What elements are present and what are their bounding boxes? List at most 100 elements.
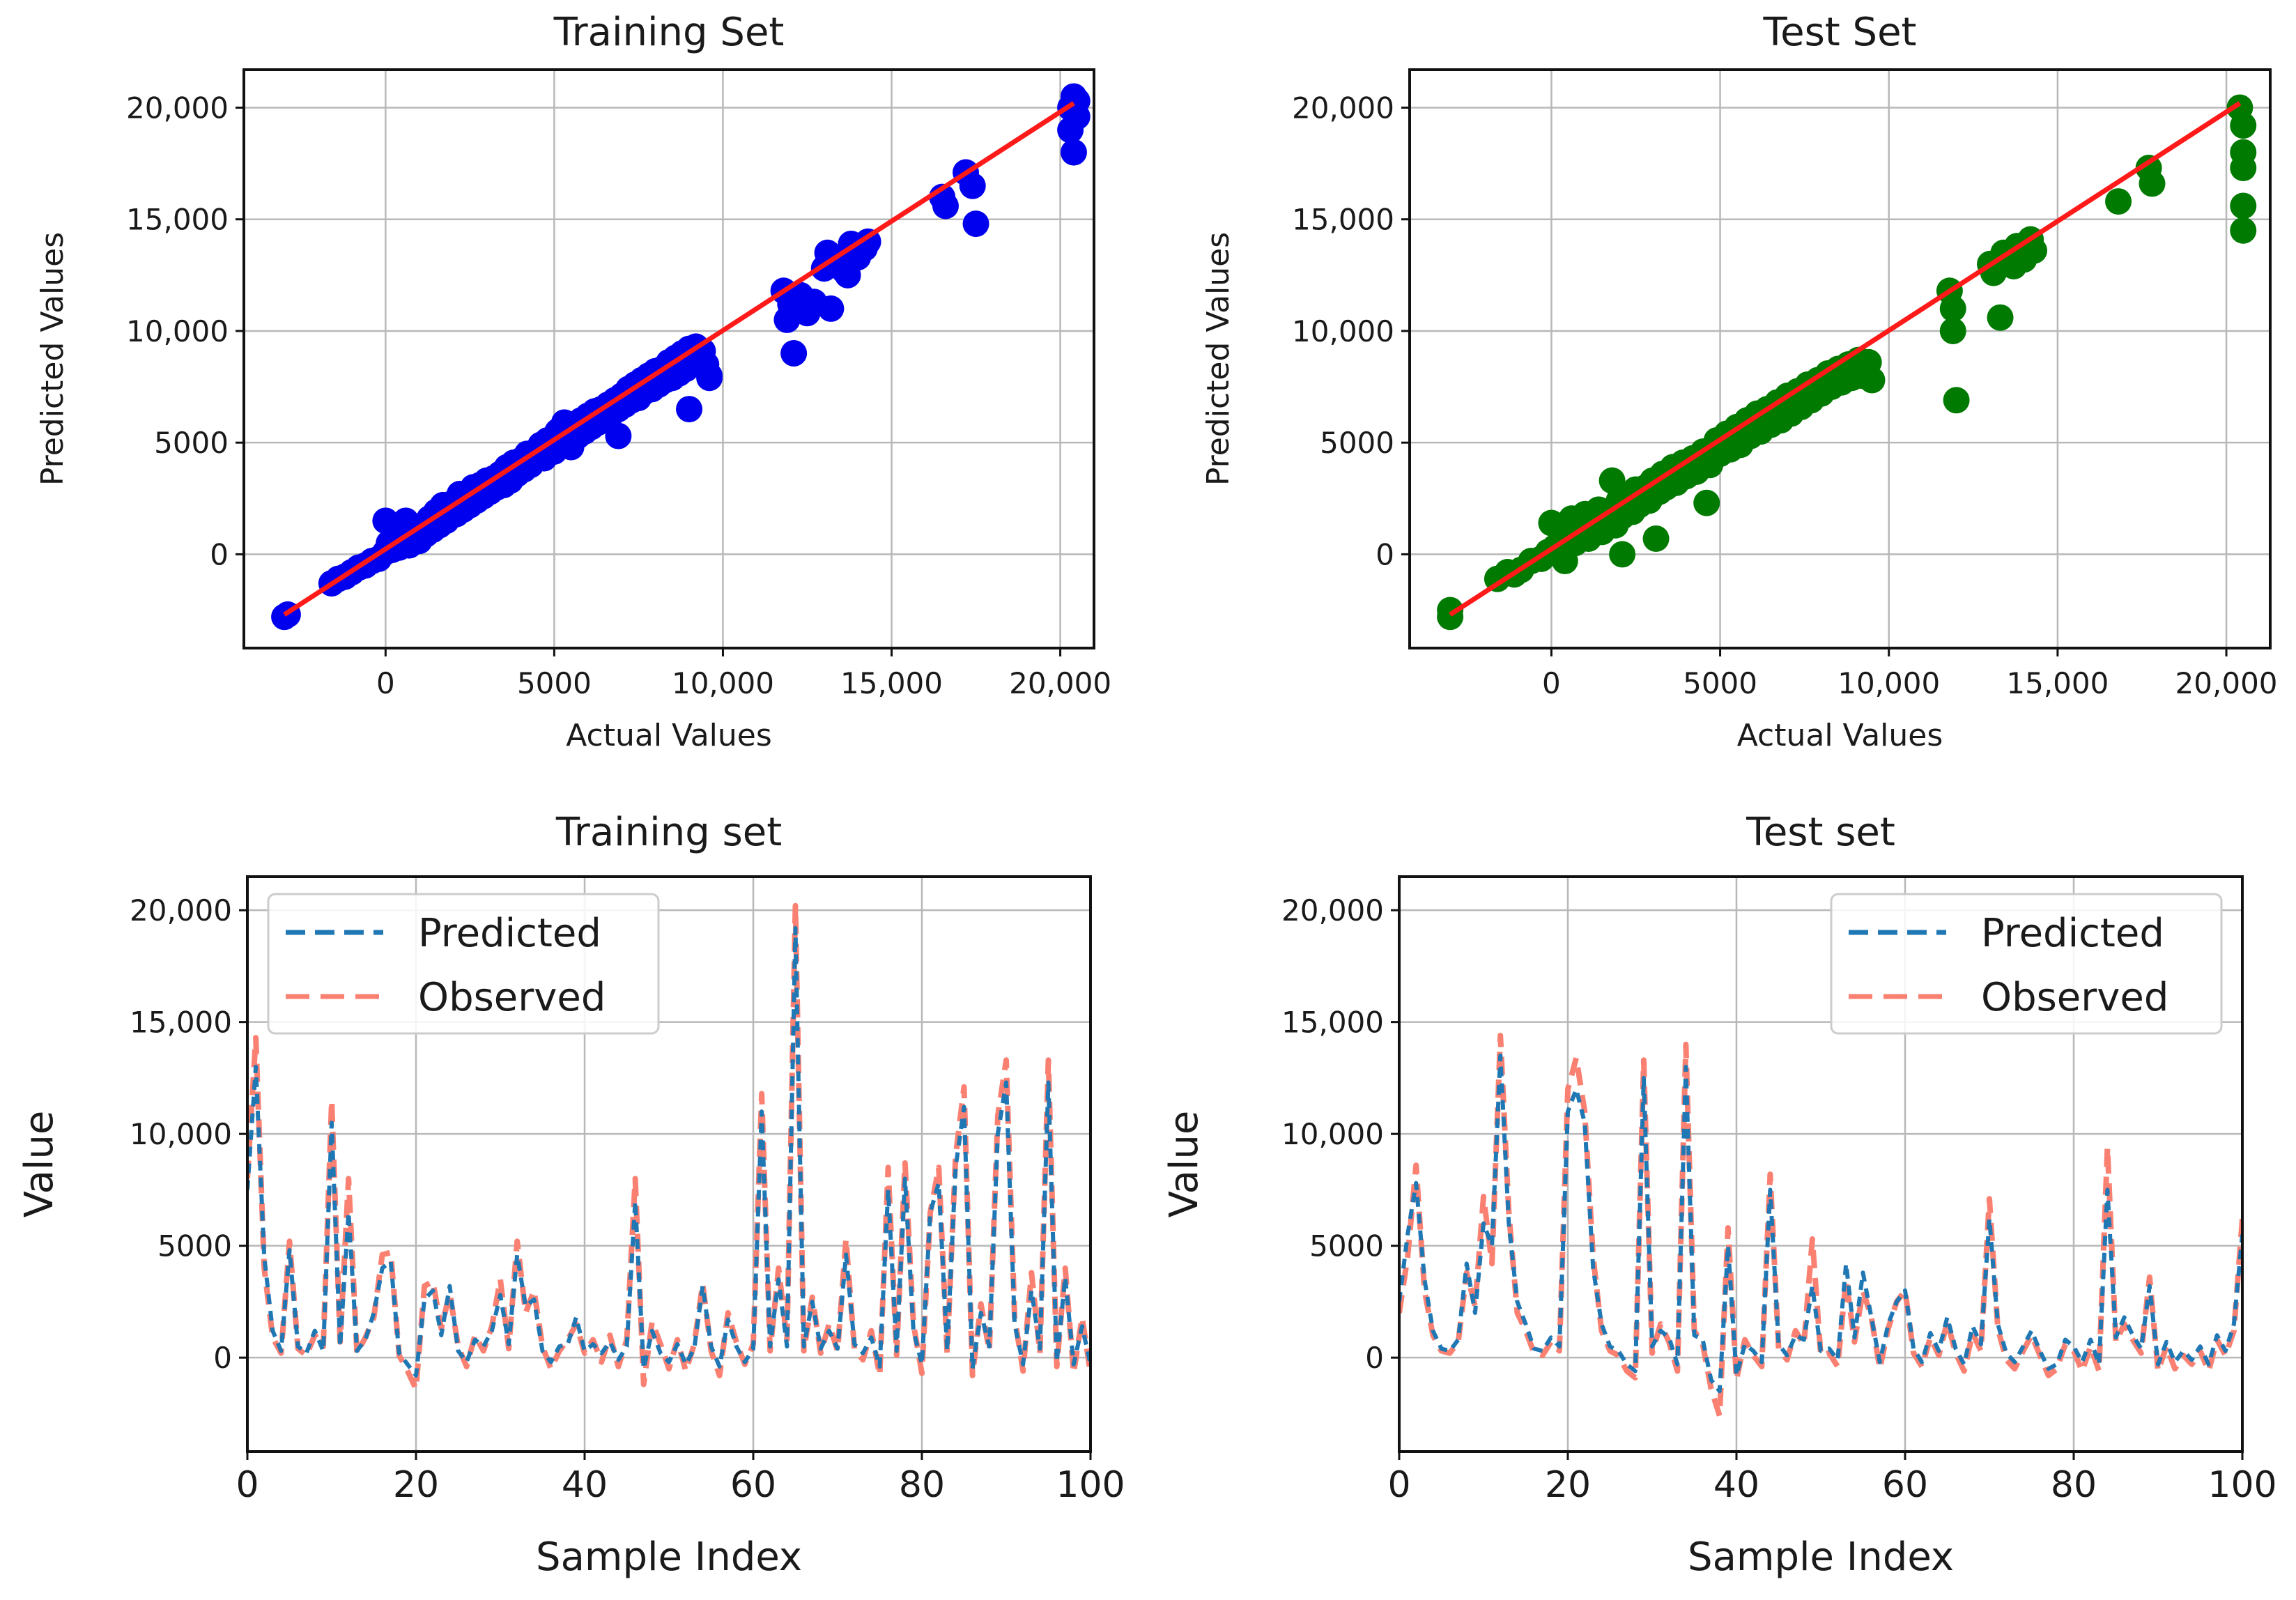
plot-frame xyxy=(1408,68,2272,649)
chart-title: Test set xyxy=(1746,810,1895,855)
y-tick-label: 10,000 xyxy=(130,1117,232,1151)
y-tick-label: 20,000 xyxy=(126,91,229,125)
plot-frame xyxy=(246,875,1092,1453)
data-point xyxy=(932,192,959,220)
plot-area xyxy=(1399,1032,2242,1419)
x-tick-label: 5000 xyxy=(517,666,592,700)
data-point xyxy=(1693,489,1720,516)
y-tick-label: 5000 xyxy=(154,426,229,460)
y-tick-label: 5000 xyxy=(1309,1229,1384,1263)
x-tick-label: 0 xyxy=(1542,666,1561,700)
x-tick-label: 15,000 xyxy=(2006,666,2109,700)
data-point xyxy=(1060,139,1087,166)
y-tick-label: 5000 xyxy=(1320,426,1394,460)
y-tick-label: 5000 xyxy=(157,1229,232,1263)
y-tick-label: 0 xyxy=(210,537,229,571)
x-tick-label: 20 xyxy=(1545,1464,1591,1506)
legend-label-observed: Observed xyxy=(1981,975,2168,1020)
data-point xyxy=(1598,467,1626,494)
predicted-series-line xyxy=(247,925,1091,1378)
y-tick-label: 0 xyxy=(1376,537,1394,571)
x-tick-label: 100 xyxy=(2208,1464,2276,1506)
x-tick-label: 60 xyxy=(1882,1464,1928,1506)
training-scatter-svg: 0 5000 10,000 15,000 20,000 0 5000 10,000 15,000… xyxy=(35,10,1111,753)
fit-line xyxy=(283,101,1075,617)
x-tick-label: 0 xyxy=(376,666,395,700)
data-point xyxy=(2230,217,2257,244)
y-tick-label: 15,000 xyxy=(130,1006,232,1040)
x-tick-label: 10,000 xyxy=(1837,666,1940,700)
chart-title: Test Set xyxy=(1762,10,1916,55)
x-tick-label: 5000 xyxy=(1683,666,1757,700)
data-point xyxy=(2139,170,2166,197)
x-tick-label: 0 xyxy=(1387,1464,1410,1506)
data-point xyxy=(834,261,861,289)
y-axis-label: Value xyxy=(17,1111,62,1218)
plot-area xyxy=(271,83,1091,631)
x-tick-label: 80 xyxy=(2051,1464,2097,1506)
x-axis-label: Sample Index xyxy=(536,1534,802,1580)
legend-label-predicted: Predicted xyxy=(1981,911,2164,956)
x-tick-label: 40 xyxy=(562,1464,608,1506)
legend: Predicted Observed xyxy=(1830,893,2223,1035)
data-point xyxy=(780,339,808,367)
x-axis-label: Actual Values xyxy=(566,718,772,753)
data-point xyxy=(1437,597,1464,624)
data-point xyxy=(962,210,989,238)
x-tick-label: 10,000 xyxy=(672,666,774,700)
data-point xyxy=(2230,112,2257,139)
y-tick-label: 20,000 xyxy=(130,893,232,928)
chart-title: Training set xyxy=(555,810,782,855)
y-tick-label: 20,000 xyxy=(1292,91,1394,125)
y-tick-label: 15,000 xyxy=(126,203,229,237)
x-tick-label: 20 xyxy=(393,1464,439,1506)
data-point xyxy=(1943,387,1970,414)
x-tick-label: 20,000 xyxy=(1009,666,1111,700)
data-point xyxy=(959,172,986,199)
test-line-svg: 0 20 40 60 80 100 0 5000 10,000 15,000 20,000 Test … xyxy=(1162,810,2277,1580)
training-line-panel: 0 20 40 60 80 100 0 5000 10,000 15,000 20,000 Train… xyxy=(0,800,1148,1600)
data-point xyxy=(1939,295,1966,322)
data-point xyxy=(2105,188,2132,215)
data-point xyxy=(2020,237,2047,264)
data-point xyxy=(1987,304,2014,331)
x-tick-label: 15,000 xyxy=(840,666,943,700)
data-point xyxy=(605,422,632,449)
test-scatter-svg: 0 5000 10,000 15,000 20,000 0 5000 10,000 15,000… xyxy=(1201,10,2278,753)
fit-line xyxy=(1449,101,2242,617)
data-point xyxy=(2230,139,2257,166)
y-tick-label: 0 xyxy=(213,1341,232,1375)
plot-frame xyxy=(242,68,1095,649)
x-tick-label: 100 xyxy=(1056,1464,1125,1506)
x-tick-label: 80 xyxy=(899,1464,945,1506)
x-tick-label: 40 xyxy=(1713,1464,1759,1506)
legend: Predicted Observed xyxy=(267,893,660,1035)
y-axis-label: Predicted Values xyxy=(35,232,70,486)
data-point xyxy=(1858,367,1886,394)
x-tick-label: 20,000 xyxy=(2175,666,2278,700)
training-scatter-panel: 0 5000 10,000 15,000 20,000 0 5000 10,000 15,000… xyxy=(0,0,1148,800)
observed-series-line xyxy=(1399,1032,2242,1419)
y-axis-label: Predicted Values xyxy=(1201,232,1236,486)
data-point xyxy=(1939,317,1966,344)
data-point xyxy=(676,396,703,423)
test-line-panel: 0 20 40 60 80 100 0 5000 10,000 15,000 20,000 Test … xyxy=(1148,800,2296,1600)
data-point xyxy=(817,295,845,322)
data-point xyxy=(696,362,723,390)
data-point xyxy=(1642,525,1670,552)
y-axis-label: Value xyxy=(1162,1111,1207,1218)
legend-label-observed: Observed xyxy=(418,975,606,1020)
x-tick-label: 0 xyxy=(236,1464,259,1506)
x-axis-label: Sample Index xyxy=(1688,1534,1954,1580)
y-tick-label: 15,000 xyxy=(1292,203,1394,237)
x-tick-label: 60 xyxy=(730,1464,776,1506)
y-tick-label: 20,000 xyxy=(1281,893,1384,928)
plot-area xyxy=(1437,94,2257,631)
training-line-svg: 0 20 40 60 80 100 0 5000 10,000 15,000 20,000 Train… xyxy=(17,810,1125,1580)
plot-area xyxy=(247,902,1091,1392)
y-tick-label: 0 xyxy=(1365,1341,1384,1375)
plot-frame xyxy=(1398,875,2244,1453)
x-axis-label: Actual Values xyxy=(1737,718,1943,753)
legend-label-predicted: Predicted xyxy=(418,911,601,956)
y-tick-label: 10,000 xyxy=(1292,314,1394,348)
